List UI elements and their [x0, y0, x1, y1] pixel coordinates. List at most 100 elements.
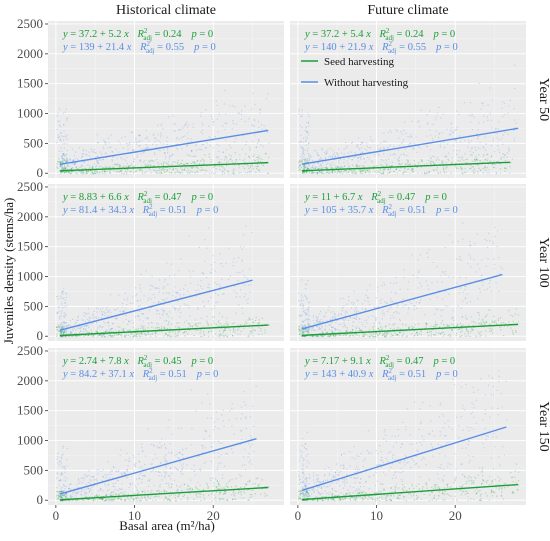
data-point: [147, 331, 149, 333]
data-point: [321, 334, 323, 336]
data-point: [305, 312, 307, 314]
data-point: [307, 280, 309, 282]
data-point: [302, 166, 304, 168]
data-point: [333, 335, 335, 337]
data-point: [393, 302, 395, 304]
data-point: [362, 334, 364, 336]
data-point: [98, 166, 100, 168]
data-point: [70, 332, 72, 334]
data-point: [484, 136, 486, 138]
data-point: [383, 333, 385, 335]
data-point: [127, 496, 129, 499]
data-point: [342, 297, 344, 299]
panel-background: [290, 184, 526, 341]
data-point: [102, 475, 104, 477]
data-point: [76, 172, 78, 175]
data-point: [483, 322, 485, 324]
data-point: [249, 291, 251, 293]
data-point: [341, 166, 343, 168]
data-point: [478, 154, 480, 156]
data-point: [165, 459, 167, 461]
data-point: [308, 169, 310, 171]
data-point: [105, 485, 107, 487]
data-point: [475, 335, 477, 337]
data-point: [145, 148, 147, 150]
data-point: [322, 321, 324, 323]
data-point: [382, 148, 384, 150]
data-point: [178, 330, 180, 332]
data-point: [480, 169, 482, 171]
data-point: [240, 429, 242, 431]
data-point: [57, 295, 59, 297]
data-point: [62, 331, 64, 333]
data-point: [442, 320, 444, 322]
data-point: [132, 172, 134, 174]
data-point: [66, 158, 68, 160]
data-point: [328, 172, 330, 174]
data-point: [412, 167, 414, 169]
data-point: [86, 313, 88, 315]
data-point: [361, 321, 363, 323]
data-point: [238, 327, 240, 329]
data-point: [471, 140, 473, 142]
data-point: [177, 309, 179, 311]
data-point: [125, 314, 127, 316]
data-point: [367, 156, 369, 159]
data-point: [152, 143, 154, 145]
data-point: [469, 255, 471, 257]
data-point: [104, 322, 106, 324]
data-point: [162, 313, 164, 315]
data-point: [194, 324, 196, 326]
data-point: [172, 168, 174, 171]
data-point: [200, 499, 202, 502]
data-point: [171, 451, 173, 453]
data-point: [68, 171, 70, 173]
data-point: [460, 327, 462, 329]
data-point: [240, 324, 242, 326]
data-point: [255, 316, 257, 318]
data-point: [316, 321, 318, 323]
data-point: [307, 131, 309, 133]
data-point: [302, 171, 304, 173]
data-point: [127, 165, 129, 167]
data-point: [88, 334, 90, 336]
data-point: [402, 298, 404, 300]
data-point: [103, 139, 105, 141]
data-point: [141, 490, 143, 492]
data-point: [460, 166, 462, 168]
data-point: [194, 155, 196, 157]
data-point: [316, 162, 319, 164]
data-point: [105, 494, 107, 496]
data-point: [95, 330, 97, 332]
data-point: [120, 449, 122, 451]
data-point: [396, 130, 398, 132]
data-point: [304, 160, 306, 162]
data-point: [445, 171, 447, 173]
data-point: [139, 287, 141, 289]
data-point: [445, 274, 447, 276]
data-point: [324, 157, 327, 159]
data-point: [162, 164, 164, 166]
data-point: [387, 146, 389, 148]
data-point: [334, 317, 336, 320]
data-point: [302, 329, 305, 331]
data-point: [132, 302, 134, 304]
data-point: [66, 293, 68, 295]
data-point: [315, 325, 317, 327]
data-point: [103, 141, 105, 143]
data-point: [167, 335, 169, 337]
data-point: [166, 328, 168, 330]
data-point: [64, 315, 66, 317]
data-point: [169, 311, 171, 313]
data-point: [164, 443, 166, 446]
data-point: [106, 329, 108, 331]
data-point: [239, 246, 241, 248]
data-point: [473, 158, 475, 160]
data-point: [325, 331, 327, 333]
data-point: [501, 268, 504, 270]
data-point: [122, 311, 124, 313]
data-point: [308, 153, 310, 155]
data-point: [203, 489, 205, 491]
data-point: [336, 152, 338, 154]
data-point: [118, 330, 120, 332]
